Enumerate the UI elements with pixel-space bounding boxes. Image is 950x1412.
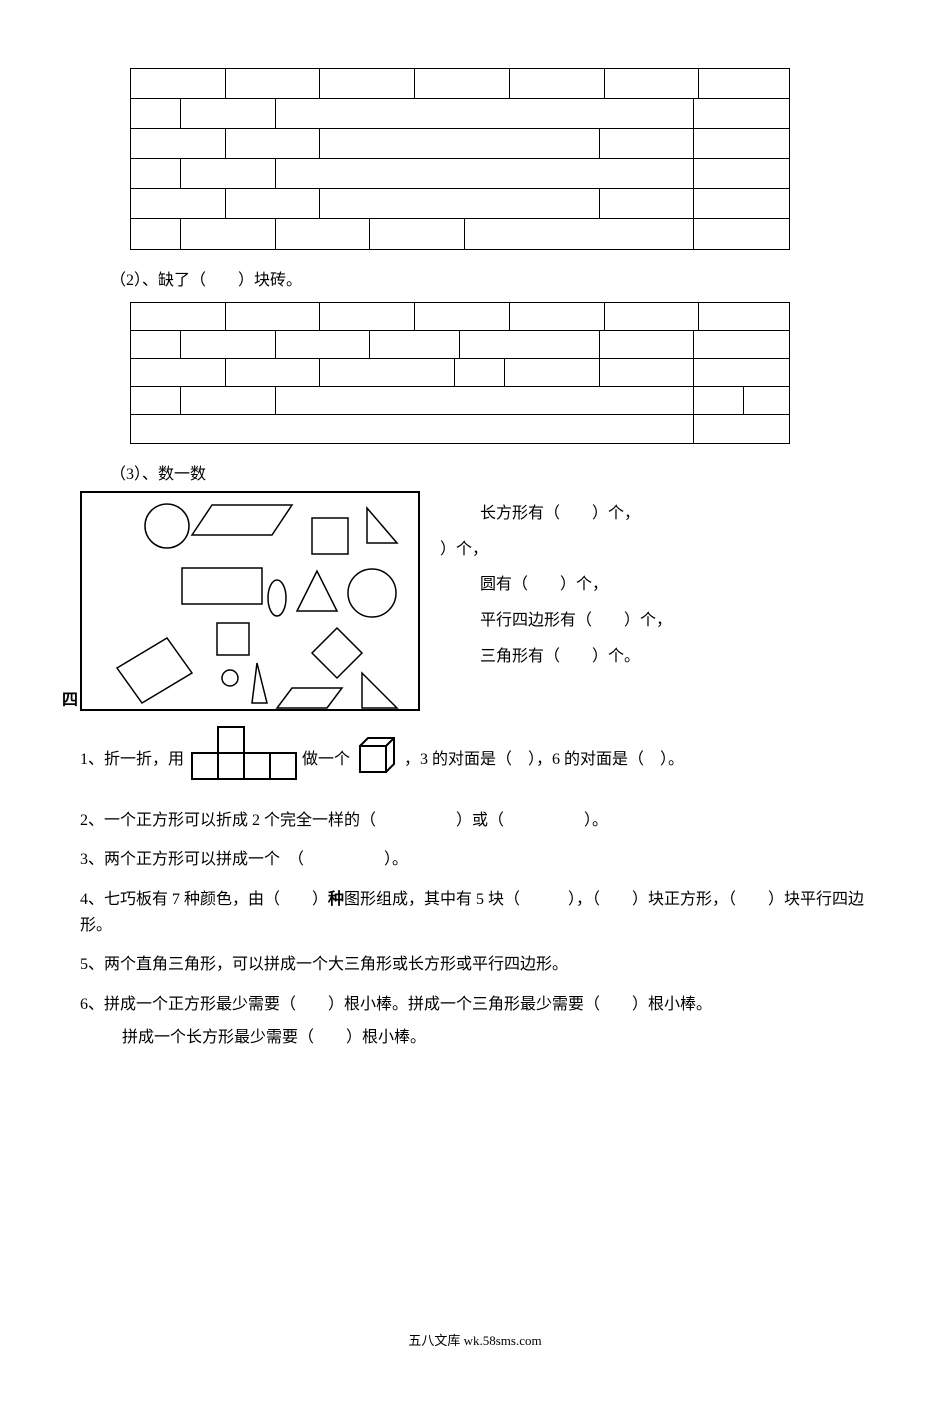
shapes-svg (82, 493, 422, 713)
item-3: 3、两个正方形可以拼成一个 （ ）。 (80, 847, 870, 873)
item-2: 2、一个正方形可以折成 2 个完全一样的（ ）或（ ）。 (80, 808, 870, 834)
ellipse-shape (268, 580, 286, 616)
parallelogram-shape (192, 505, 292, 535)
item-1-suffix: ，3 的对面是（ ），6 的对面是（ ）。 (404, 747, 684, 773)
item-6a: 6、拼成一个正方形最少需要（ ）根小棒。拼成一个三角形最少需要（ ）根小棒。 (80, 992, 870, 1018)
section-4: 1、折一折，用 做一个 (80, 725, 870, 1051)
rectangle-shape (182, 568, 262, 604)
q2-label: （2）、缺了（ ）块砖。 (110, 268, 870, 294)
shape-count-circle: 圆有（ ）个， (480, 572, 672, 598)
triangle-shape-3 (252, 663, 267, 703)
shape-count-rect: 长方形有（ ）个， (480, 501, 672, 527)
triangle-shape (367, 508, 397, 543)
shapes-box (80, 491, 420, 711)
square-shape (312, 518, 348, 554)
item-4: 4、七巧板有 7 种颜色，由（ ）种图形组成，其中有 5 块（ ），（ ）块正方… (80, 887, 870, 938)
item-6b: 拼成一个长方形最少需要（ ）根小棒。 (122, 1025, 870, 1051)
square-shape-2 (217, 623, 249, 655)
page-footer: 五八文库 wk.58sms.com (80, 1331, 870, 1352)
brick-wall-1 (130, 68, 790, 250)
item-1: 1、折一折，用 做一个 (80, 725, 870, 794)
shape-count-triangle: 三角形有（ ）个。 (480, 644, 672, 670)
circle-shape (145, 504, 189, 548)
circle-shape-2 (348, 569, 396, 617)
q3-container: 四 长方形有（ ）个， ）个， 圆有（ ）个， 平行四边形有（ ）个， 三角形有… (80, 491, 870, 711)
section-4-label: 四 (62, 688, 78, 714)
item-5: 5、两个直角三角形，可以拼成一个大三角形或长方形或平行四边形。 (80, 952, 870, 978)
parallelogram-shape-2 (277, 688, 342, 708)
shape-count-partial: ）个， (440, 537, 672, 563)
diamond-shape (312, 628, 362, 678)
shape-count-parallelogram: 平行四边形有（ ）个， (480, 608, 672, 634)
shape-count-list: 长方形有（ ）个， ）个， 圆有（ ）个， 平行四边形有（ ）个， 三角形有（ … (430, 491, 672, 679)
rectangle-rotated (117, 638, 192, 703)
cube-icon (354, 732, 400, 787)
triangle-shape-2 (297, 571, 337, 611)
circle-shape-3 (222, 670, 238, 686)
item-1-mid: 做一个 (302, 747, 350, 773)
item-4-bold: 种 (328, 891, 344, 908)
item-1-prefix: 1、折一折，用 (80, 747, 184, 773)
q3-label: （3）、数一数 (110, 462, 870, 488)
triangle-shape-4 (362, 673, 397, 708)
cube-net-icon (188, 725, 298, 794)
brick-wall-2 (130, 302, 790, 444)
